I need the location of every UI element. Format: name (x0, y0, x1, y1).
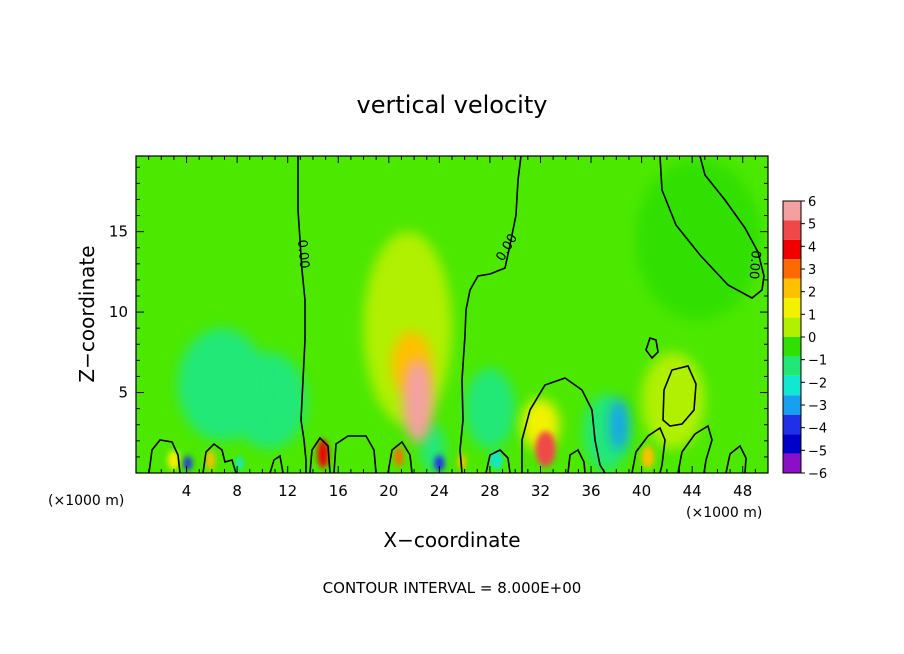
field-feature (394, 447, 404, 467)
y-tick-label: 15 (109, 223, 128, 241)
colorbar-label: 5 (808, 218, 816, 233)
y-axis-label: Z−coordinate (75, 245, 99, 382)
zero-contours (148, 156, 765, 473)
field-feature (464, 368, 516, 449)
colorbar-segment (783, 259, 801, 279)
colorbar-segment (783, 317, 801, 337)
colorbar-segment (783, 220, 801, 240)
contour-line (662, 365, 697, 427)
x-tick-label: 28 (480, 482, 499, 500)
field-feature (535, 431, 556, 467)
contour-line (148, 439, 181, 473)
contour-line (333, 435, 377, 473)
colorbar-segment (783, 395, 801, 415)
field-feature (183, 456, 193, 471)
field-feature (641, 445, 655, 469)
x-tick-label: 32 (531, 482, 550, 500)
contour-label: 0.00 (745, 250, 762, 280)
colorbar-segment (783, 414, 801, 435)
field-feature (235, 456, 244, 471)
colorbar-label: −4 (808, 422, 827, 437)
contour-line (202, 442, 237, 473)
colorbar-label: 6 (808, 195, 816, 210)
field-feature (167, 450, 181, 470)
colorbar: 6 5 4 3 2 1 0 −1 −2 −3 −4 −5 −6 (782, 195, 827, 482)
colorbar-segment (783, 239, 801, 260)
x-tick-label: 8 (232, 482, 242, 500)
colorbar-segment (783, 201, 801, 221)
contour-line (631, 426, 666, 473)
field-feature (489, 450, 503, 470)
x-unit-right: (×1000 m) (686, 505, 762, 521)
x-axis-label: X−coordinate (383, 528, 520, 552)
x-tick-label: 4 (182, 482, 192, 500)
field-feature (206, 450, 215, 470)
field-feature (635, 159, 762, 321)
chart-title: vertical velocity (357, 91, 548, 119)
field-feature (317, 439, 329, 469)
colorbar-label: 2 (808, 286, 816, 301)
contour-line (459, 156, 522, 473)
contour-interval-note: CONTOUR INTERVAL = 8.000E+00 (323, 579, 582, 597)
contour-line (269, 454, 284, 473)
x-tick-label: 12 (278, 482, 297, 500)
colorbar-label: −2 (808, 376, 827, 391)
colorbar-label: −1 (808, 354, 827, 369)
field-feature (177, 328, 267, 441)
colorbar-segment (783, 278, 801, 299)
contour-line (309, 436, 331, 473)
colorbar-segment (783, 298, 801, 318)
colorbar-label: −5 (808, 444, 827, 459)
contour-line (677, 424, 713, 473)
contour-line (297, 156, 307, 473)
contour-line (725, 444, 747, 473)
contour-line (645, 336, 659, 360)
field-feature (610, 398, 628, 451)
colorbar-label: 1 (808, 308, 816, 323)
y-tick-label: 5 (118, 384, 128, 402)
contour-label: 0.00 (294, 239, 311, 269)
contour-line (567, 448, 586, 473)
colorbar-label: 4 (808, 240, 816, 255)
x-tick-label: 40 (632, 482, 651, 500)
x-axis-ticks: 4 8 12 16 20 24 28 32 36 40 44 48 (148, 156, 756, 500)
plot-area: 0.00 0.00 0.00 (135, 155, 769, 474)
colorbar-segment (783, 337, 801, 357)
x-tick-label: 16 (329, 482, 348, 500)
contour-line (387, 440, 413, 473)
velocity-field (167, 159, 762, 473)
contour-line (659, 156, 765, 299)
colorbar-label: −3 (808, 399, 827, 414)
contour-line (521, 377, 606, 473)
x-tick-label: 44 (683, 482, 702, 500)
colorbar-segment (783, 453, 801, 473)
colorbar-segment (783, 375, 801, 396)
y-axis-ticks: 5 10 15 (109, 166, 768, 458)
contour-line (485, 449, 511, 473)
x-tick-label: 36 (581, 482, 600, 500)
colorbar-label: 3 (808, 263, 816, 278)
field-feature (641, 352, 705, 449)
field-feature (434, 455, 445, 472)
colorbar-segment (783, 356, 801, 376)
x-tick-label: 24 (430, 482, 449, 500)
x-unit-left: (×1000 m) (48, 493, 124, 509)
colorbar-label: 0 (808, 331, 816, 346)
field-feature (402, 358, 434, 443)
y-tick-label: 10 (109, 303, 128, 321)
colorbar-segment (783, 434, 801, 454)
x-tick-label: 20 (379, 482, 398, 500)
colorbar-label: −6 (808, 467, 827, 482)
x-tick-label: 48 (733, 482, 752, 500)
